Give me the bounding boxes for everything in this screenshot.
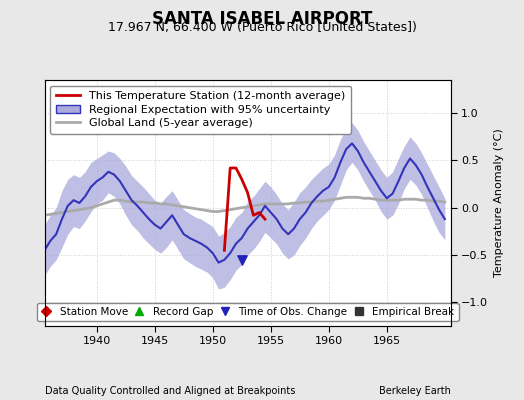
Point: [237, 256, 246, 263]
Text: Data Quality Controlled and Aligned at Breakpoints: Data Quality Controlled and Aligned at B…: [45, 386, 295, 396]
Y-axis label: Temperature Anomaly (°C): Temperature Anomaly (°C): [494, 129, 504, 277]
Text: Berkeley Earth: Berkeley Earth: [379, 386, 451, 396]
Text: 17.967 N, 66.400 W (Puerto Rico [United States]): 17.967 N, 66.400 W (Puerto Rico [United …: [107, 21, 417, 34]
Legend: Station Move, Record Gap, Time of Obs. Change, Empirical Break: Station Move, Record Gap, Time of Obs. C…: [37, 303, 458, 321]
Text: SANTA ISABEL AIRPORT: SANTA ISABEL AIRPORT: [152, 10, 372, 28]
